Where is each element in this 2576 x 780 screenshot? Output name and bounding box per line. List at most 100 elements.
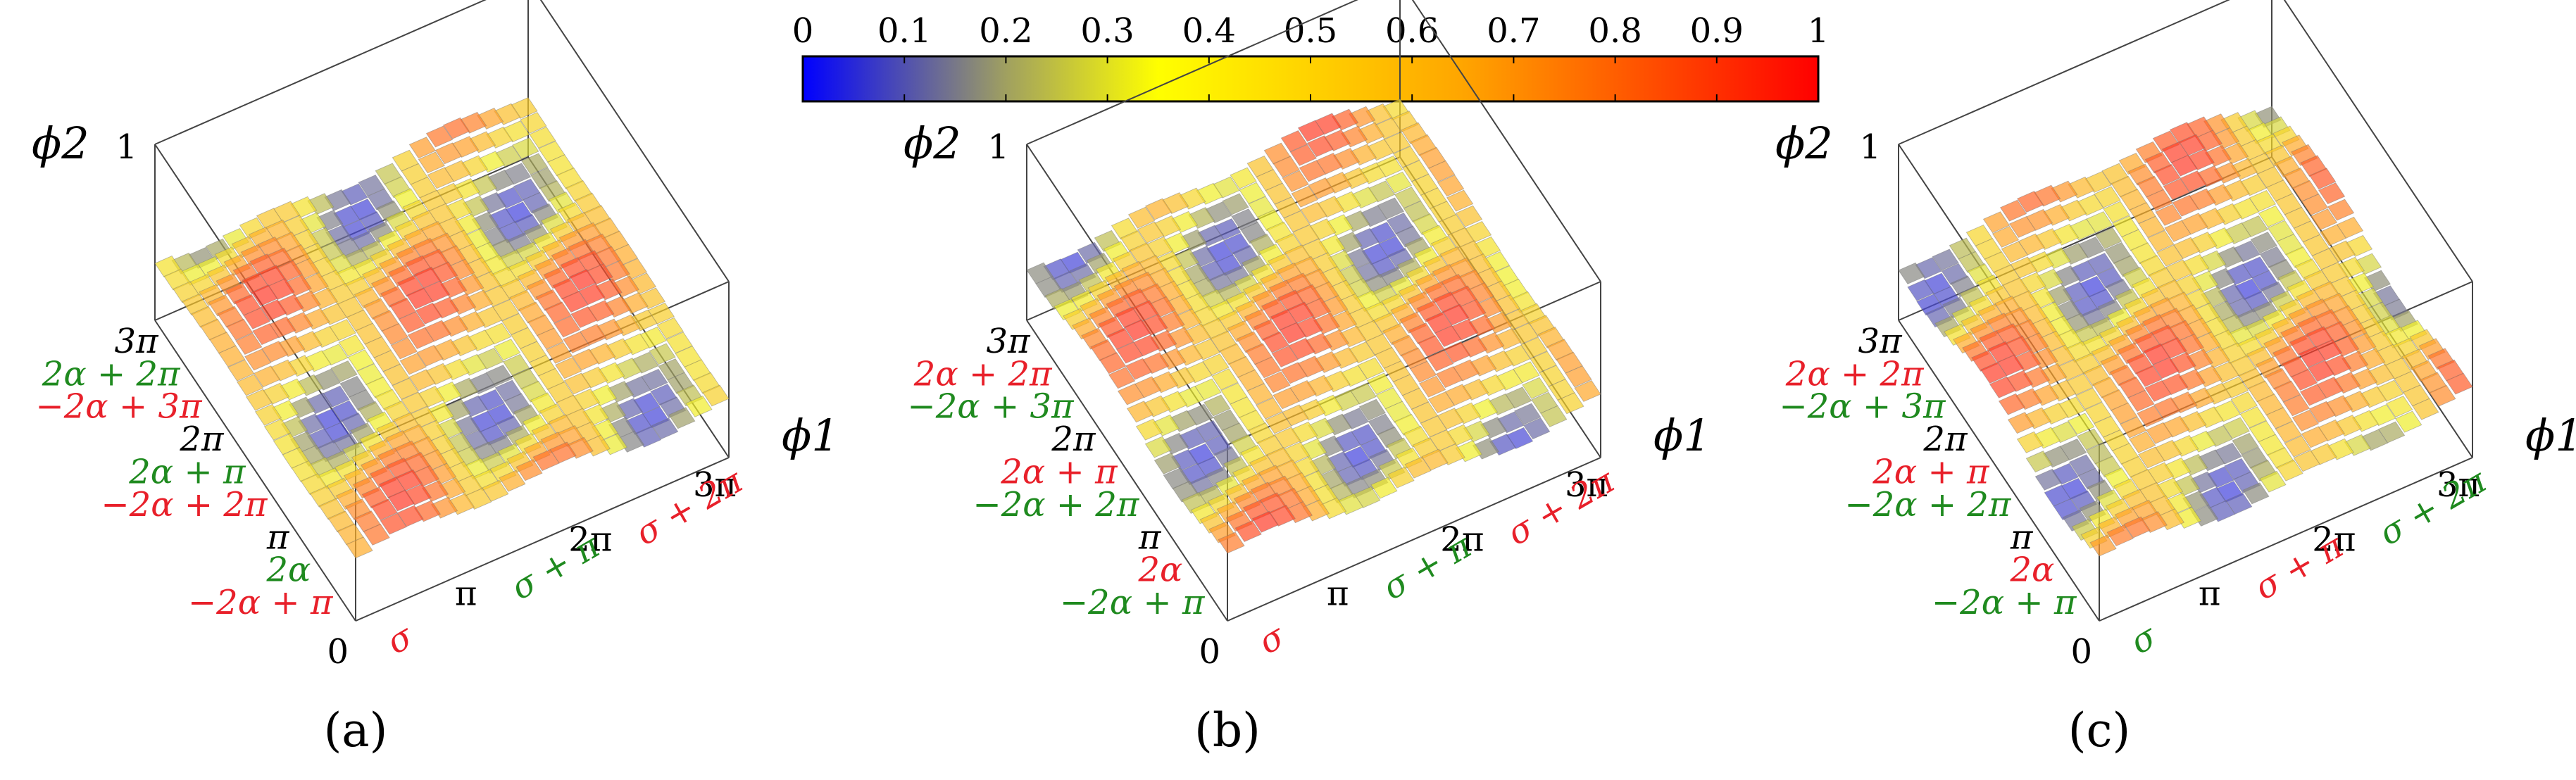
surface-cell <box>416 344 444 367</box>
surface-cell <box>399 353 427 375</box>
surface-cell <box>1370 477 1398 499</box>
phi2-tick-label: 3π <box>986 322 1031 361</box>
surface-cell <box>515 459 543 482</box>
surface-cell <box>1384 171 1413 194</box>
surface-cell <box>261 341 289 363</box>
surface-cell <box>1358 398 1386 421</box>
surface-cell <box>702 384 730 407</box>
surface-cell <box>2301 194 2329 216</box>
phi1-tick-label: 3π <box>693 465 737 505</box>
axis-box-edge <box>1898 0 2230 145</box>
surface-cell <box>2259 470 2287 493</box>
surface-cell <box>2146 189 2173 211</box>
phi1-tick-label: 2π <box>2312 520 2356 559</box>
surface-cell <box>1393 146 1420 168</box>
surface-cell <box>407 327 434 349</box>
surface-cell <box>1992 225 2020 248</box>
surface-cell <box>1530 351 1557 373</box>
surface-cell <box>1108 367 1136 389</box>
surface-cell <box>2153 163 2181 186</box>
axis-box-edge <box>1227 457 1601 622</box>
surface-cell <box>2034 468 2062 491</box>
surface-cell <box>381 322 408 345</box>
surface-cell <box>442 117 470 139</box>
phi2-tick-label: 3π <box>1858 322 1903 361</box>
surface-cell <box>2001 241 2029 263</box>
surface-cell <box>521 153 549 175</box>
surface-cell <box>1989 376 2017 398</box>
surface-cell <box>1557 392 1584 415</box>
surface-cell <box>1291 185 1318 208</box>
surface-cell <box>2163 178 2190 201</box>
surface-cell <box>1437 175 1465 197</box>
surface-cell <box>2276 459 2303 482</box>
surface-cell <box>529 126 556 149</box>
surface-cell <box>1387 466 1415 489</box>
phi1-tick-label: 2π <box>568 520 612 559</box>
panel-label: (b) <box>1194 703 1261 757</box>
surface-cell <box>2007 412 2035 434</box>
surface-cell <box>1428 160 1456 182</box>
surface-cell <box>1137 221 1165 244</box>
colorbar: 0 0.1 0.2 0.3 0.4 0.5 0.6 0.7 0.8 0.9 1 <box>792 11 1829 103</box>
surface-cell <box>1300 201 1327 224</box>
phi2-tick-label: 2π <box>179 420 225 459</box>
surface-cell <box>254 365 281 388</box>
phi2-tick-label: 2α <box>265 551 311 590</box>
surface-cell <box>1418 375 1446 398</box>
phi2-tick-label: −2α + π <box>1060 583 1206 622</box>
surface-cell <box>561 291 589 313</box>
surface <box>1898 106 2473 557</box>
surface-cell <box>382 363 410 386</box>
colorbar-tick-label: 0.9 <box>1690 11 1744 51</box>
surface-cell <box>418 151 445 174</box>
surface-cell <box>1239 182 1266 204</box>
surface-cell <box>425 125 454 148</box>
surface-cell <box>2386 396 2413 418</box>
surface-cell <box>1218 531 1245 554</box>
colorbar-tick-label: 0.8 <box>1588 11 1642 51</box>
surface-cell <box>408 369 436 391</box>
surface-cell <box>1446 189 1474 212</box>
surface-cell <box>569 268 596 291</box>
surface-cell <box>243 307 270 329</box>
surface-cell <box>1418 334 1445 357</box>
surface-cell <box>1907 279 1934 301</box>
surface-cell <box>226 318 254 341</box>
surface-cell <box>2395 410 2422 433</box>
phi1-tick-label: 2π <box>1440 520 1484 559</box>
surface-cell <box>1280 362 1308 384</box>
surface-cell <box>2293 450 2320 472</box>
surface-cell <box>2103 201 2130 223</box>
surface-cell <box>1211 368 1239 391</box>
surface <box>154 96 730 559</box>
phi2-tick-label: 2α + 2π <box>42 354 181 394</box>
surface-cell <box>1126 401 1154 423</box>
surface-cell <box>2147 230 2175 252</box>
surface-cell <box>2307 360 2335 382</box>
surface-cell <box>2319 224 2347 246</box>
surface-cell <box>570 306 598 329</box>
surface-cell <box>2275 421 2302 444</box>
surface-cell <box>1427 349 1454 372</box>
surface-cell <box>1998 393 2026 415</box>
surface-cell <box>2291 410 2319 432</box>
axis-box-edge <box>1411 0 1601 282</box>
surface-cell <box>235 333 263 356</box>
phi2-tick-label: 2α <box>1137 551 1182 590</box>
surface-cell <box>1254 356 1282 379</box>
colorbar-tick-label: 0.3 <box>1080 11 1134 51</box>
surface-cell <box>363 523 390 546</box>
surface-cell <box>2239 406 2267 429</box>
surface-cell <box>2222 417 2250 439</box>
surface-cell <box>1409 360 1437 383</box>
surface-cell <box>434 142 463 165</box>
surface-cell <box>1999 199 2027 222</box>
surface-cell <box>2308 401 2337 423</box>
surface-cell <box>1982 211 2011 234</box>
panel-label: (a) <box>324 703 388 757</box>
surface-cell <box>1256 397 1283 420</box>
